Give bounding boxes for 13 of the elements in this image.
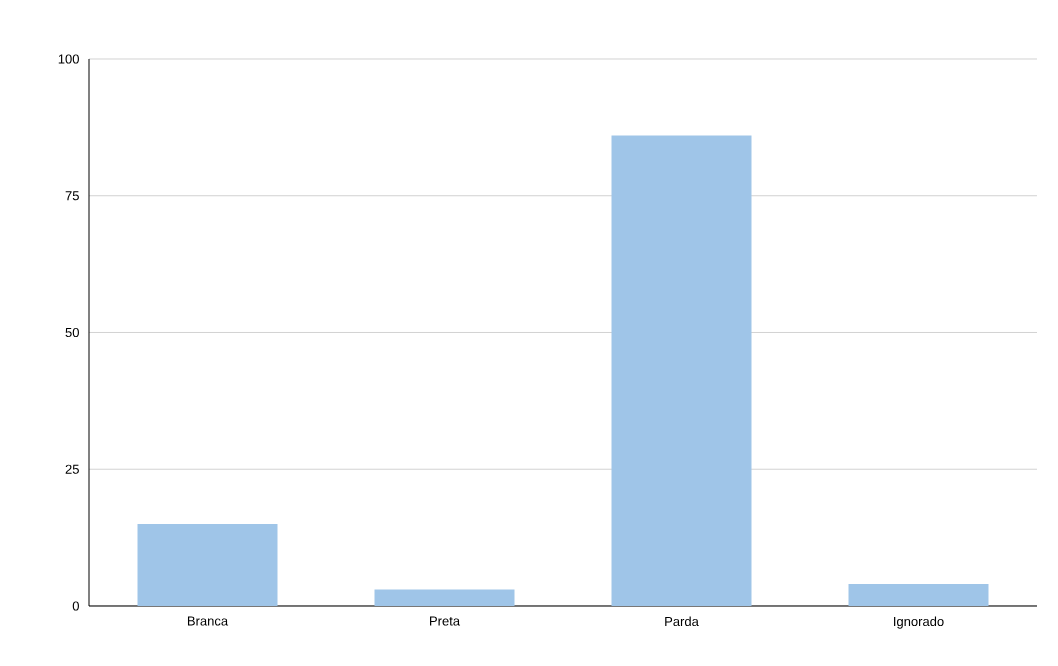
bar: [611, 135, 752, 606]
bar: [374, 589, 515, 606]
x-tick-label: Preta: [430, 616, 461, 626]
y-tick-label: 25: [65, 464, 79, 474]
y-tick-label: 50: [65, 327, 79, 338]
x-tick-label: Parda: [665, 616, 699, 627]
y-tick-label: 75: [65, 191, 79, 201]
x-tick-label: Ignorado: [894, 616, 944, 629]
bar: [137, 523, 278, 606]
bar: [848, 584, 989, 606]
x-tick-label: Branca: [187, 616, 229, 626]
y-tick-label: 0: [72, 601, 79, 611]
y-tick-label: 100: [58, 54, 79, 64]
